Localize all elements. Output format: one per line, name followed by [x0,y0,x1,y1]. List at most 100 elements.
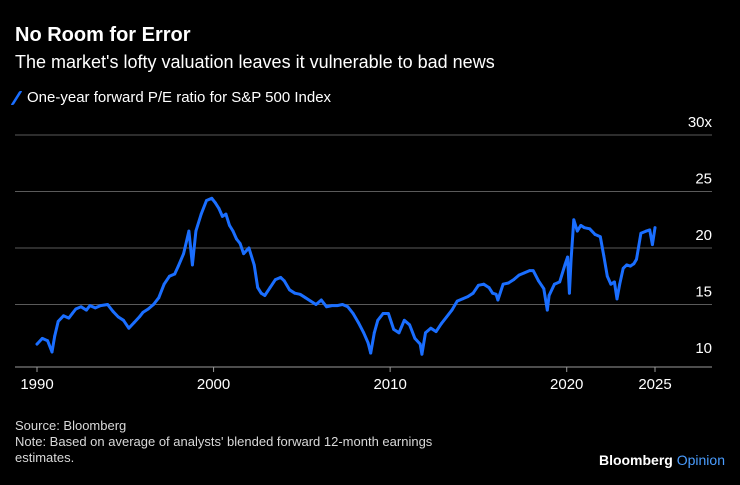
y-tick-label: 25 [695,171,712,188]
data-point [74,307,78,311]
data-point [56,320,60,323]
data-point [487,286,491,289]
data-point [408,323,411,327]
data-point [531,269,535,272]
data-point [62,314,65,318]
data-point [372,331,376,335]
y-tick-label: 15 [695,284,712,301]
data-point [132,321,136,324]
data-point [588,227,592,231]
data-point [40,337,44,340]
data-point [522,271,526,275]
data-point [168,274,171,278]
data-point [106,303,110,306]
data-point [644,229,648,233]
data-point [235,237,238,241]
data-point [182,252,185,256]
brand-accent: Opinion [676,452,725,468]
data-point [397,331,401,335]
data-point [35,342,39,346]
data-point [566,255,569,259]
data-point [507,281,510,285]
x-tick-label: 1990 [20,376,53,393]
data-point [341,303,344,306]
data-point [461,297,464,301]
data-point [501,282,505,286]
data-point [609,282,613,286]
x-tick-label: 2020 [550,376,583,393]
data-point [528,269,532,272]
data-point [466,295,470,298]
data-point [628,264,632,268]
data-point [298,292,302,296]
data-point [369,351,373,355]
data-point [420,352,424,356]
data-point [491,291,494,295]
data-point [205,199,208,202]
data-point [93,306,97,310]
y-tick-label: 10 [695,340,712,357]
data-point [210,196,214,200]
data-point [309,299,313,303]
data-point [67,316,71,320]
data-point [621,266,625,270]
data-point [494,292,498,296]
data-point [450,308,454,312]
data-point [445,315,449,319]
footer: Source: Bloomberg Note: Based on average… [15,418,485,466]
data-point [194,229,198,233]
data-point [273,278,277,282]
data-point [259,291,263,295]
brand-name: Bloomberg [598,452,673,468]
data-point [650,243,654,247]
data-point [231,229,235,233]
data-point [53,334,57,338]
data-point [335,304,339,308]
data-point [381,312,385,315]
data-point [598,235,602,239]
data-point [605,274,609,278]
data-point [88,304,92,308]
data-point [602,254,606,258]
data-point [648,228,652,232]
data-point [477,283,480,287]
data-point [228,224,231,227]
data-point [517,273,521,277]
data-point [386,312,390,315]
data-point [482,282,486,286]
data-point [424,331,427,335]
data-point [653,226,657,230]
legend: One-year forward P/E ratio for S&P 500 I… [10,89,331,106]
axis-layer [15,366,712,372]
data-point [50,350,54,354]
data-point [187,229,191,233]
data-point [632,262,636,266]
data-point [79,305,83,309]
data-point [319,298,323,302]
data-point [418,342,422,346]
data-point [162,282,166,286]
data-point [542,287,546,291]
data-point [615,297,619,301]
data-point [252,263,256,267]
data-point [224,212,228,216]
data-point [351,312,355,315]
x-tick-label: 2025 [638,376,671,393]
series-layer [35,196,657,356]
data-point [70,312,74,315]
data-point [146,307,150,311]
data-point [99,304,102,308]
data-point [547,294,551,297]
data-point [325,305,328,309]
data-point [575,229,579,233]
data-point [572,218,576,222]
x-tick-label: 2010 [373,376,406,393]
data-point [190,263,194,267]
data-point [593,233,597,236]
data-point [330,304,334,308]
x-tick-label: 2000 [197,376,230,393]
data-point [496,298,500,302]
data-point [282,279,286,283]
